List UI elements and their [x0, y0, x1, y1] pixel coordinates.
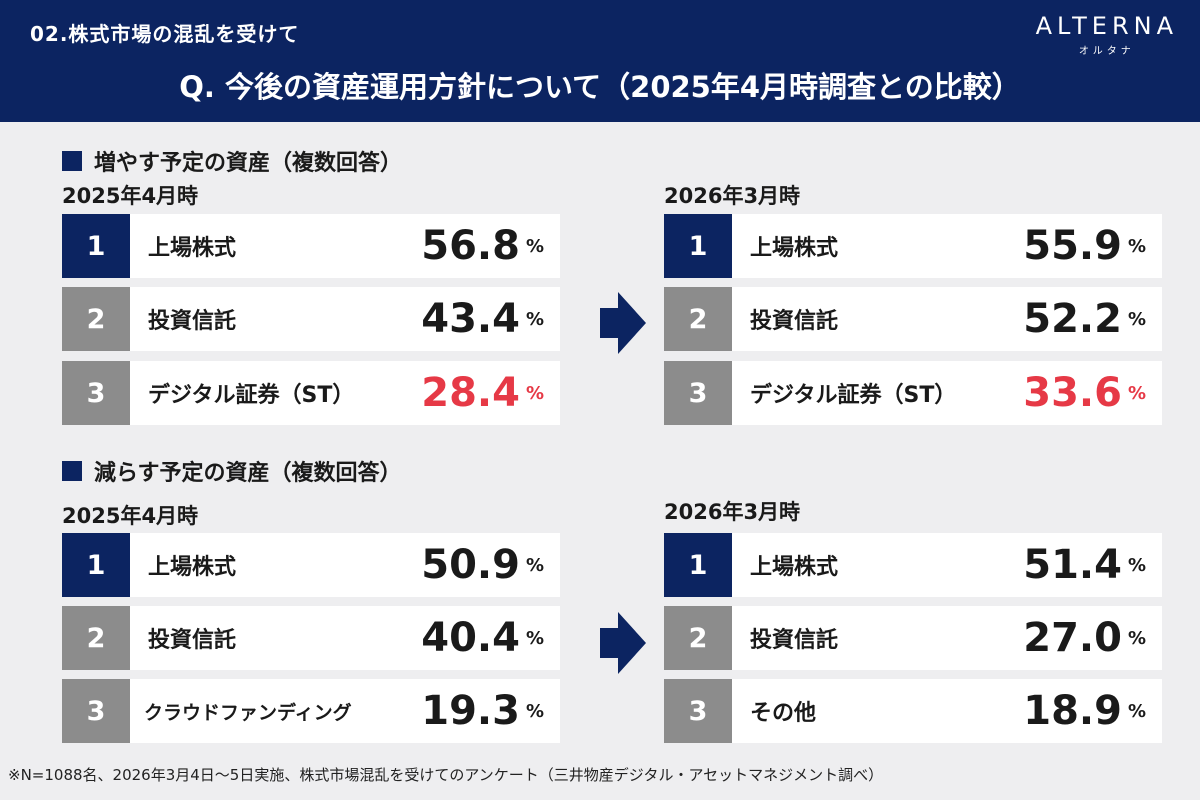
asset-name: 上場株式 [750, 555, 839, 580]
asset-name: 上場株式 [148, 236, 237, 261]
percent-value: 51.4 [1023, 542, 1122, 588]
percent-value: 19.3 [421, 688, 520, 734]
decrease-left-row-2: 2 投資信託 40.4 % [62, 606, 560, 670]
increase-heading: 増やす予定の資産（複数回答） [62, 145, 402, 177]
asset-name: 投資信託 [750, 628, 839, 653]
percent-value: 40.4 [421, 615, 520, 661]
percent-unit: % [1127, 554, 1146, 576]
percent-unit: % [525, 382, 544, 404]
percent-value: 50.9 [421, 542, 520, 588]
rank-badge: 3 [664, 679, 732, 743]
section-subtitle: 02.株式市場の混乱を受けて [30, 22, 300, 46]
decrease-heading: 減らす予定の資産（複数回答） [62, 455, 402, 487]
decrease-right-row-2: 2 投資信託 27.0 % [664, 606, 1162, 670]
rank-badge: 3 [664, 361, 732, 425]
rank-badge: 3 [62, 679, 130, 743]
percent-value: 43.4 [421, 296, 520, 342]
increase-left-row-3: 3 デジタル証券（ST） 28.4 % [62, 361, 560, 425]
percent-unit: % [1127, 700, 1146, 722]
increase-right-row-2: 2 投資信託 52.2 % [664, 287, 1162, 351]
percent-value: 56.8 [421, 223, 520, 269]
percent-value: 18.9 [1023, 688, 1122, 734]
asset-name: 投資信託 [148, 628, 237, 653]
percent-value: 52.2 [1023, 296, 1122, 342]
decrease-right-row-3: 3 その他 18.9 % [664, 679, 1162, 743]
percent-unit: % [1127, 627, 1146, 649]
asset-name: クラウドファンディング [144, 701, 352, 724]
decrease-heading-text: 減らす予定の資産（複数回答） [94, 461, 402, 486]
rank-badge: 2 [664, 287, 732, 351]
percent-unit: % [525, 308, 544, 330]
asset-name: 投資信託 [148, 309, 237, 334]
page-title: Q. 今後の資産運用方針について（2025年4月時調査との比較） [179, 70, 1021, 104]
increase-heading-text: 増やす予定の資産（複数回答） [94, 151, 403, 176]
asset-name: 投資信託 [750, 309, 839, 334]
increase-right-period: 2026年3月時 [664, 184, 801, 208]
percent-unit: % [525, 700, 544, 722]
footnote: ※N=1088名、2026年3月4日〜5日実施、株式市場混乱を受けてのアンケート… [8, 766, 884, 784]
rank-badge: 1 [664, 214, 732, 278]
percent-value: 55.9 [1023, 223, 1122, 269]
percent-unit: % [1127, 382, 1146, 404]
asset-name: 上場株式 [750, 236, 839, 261]
percent-value: 33.6 [1023, 370, 1122, 416]
decrease-left-row-3: 3 クラウドファンディング 19.3 % [62, 679, 560, 743]
right-arrow-icon [600, 292, 646, 354]
rank-badge: 1 [62, 214, 130, 278]
asset-name: デジタル証券（ST） [148, 383, 355, 408]
percent-unit: % [525, 235, 544, 257]
percent-value: 27.0 [1023, 615, 1122, 661]
percent-value: 28.4 [421, 370, 520, 416]
percent-unit: % [1127, 235, 1146, 257]
asset-name: 上場株式 [148, 555, 237, 580]
decrease-right-period: 2026年3月時 [664, 500, 801, 524]
page-header: 02.株式市場の混乱を受けて Q. 今後の資産運用方針について（2025年4月時… [0, 0, 1200, 122]
square-bullet-icon [62, 461, 82, 481]
decrease-right-row-1: 1 上場株式 51.4 % [664, 533, 1162, 597]
asset-name: デジタル証券（ST） [750, 383, 957, 408]
percent-unit: % [525, 627, 544, 649]
rank-badge: 1 [664, 533, 732, 597]
alterna-logo: ALTERNA オルタナ [1036, 12, 1178, 57]
rank-badge: 2 [62, 287, 130, 351]
rank-badge: 1 [62, 533, 130, 597]
increase-left-period: 2025年4月時 [62, 184, 199, 208]
increase-right-row-3: 3 デジタル証券（ST） 33.6 % [664, 361, 1162, 425]
logo-kana: オルタナ [1078, 46, 1135, 57]
increase-left-row-2: 2 投資信託 43.4 % [62, 287, 560, 351]
logo-text: ALTERNA [1035, 12, 1178, 40]
right-arrow-icon [600, 612, 646, 674]
percent-unit: % [1127, 308, 1146, 330]
percent-unit: % [525, 554, 544, 576]
increase-left-row-1: 1 上場株式 56.8 % [62, 214, 560, 278]
rank-badge: 2 [62, 606, 130, 670]
decrease-left-row-1: 1 上場株式 50.9 % [62, 533, 560, 597]
rank-badge: 3 [62, 361, 130, 425]
asset-name: その他 [750, 701, 817, 726]
rank-badge: 2 [664, 606, 732, 670]
square-bullet-icon [62, 151, 82, 171]
decrease-left-period: 2025年4月時 [62, 504, 199, 528]
increase-right-row-1: 1 上場株式 55.9 % [664, 214, 1162, 278]
